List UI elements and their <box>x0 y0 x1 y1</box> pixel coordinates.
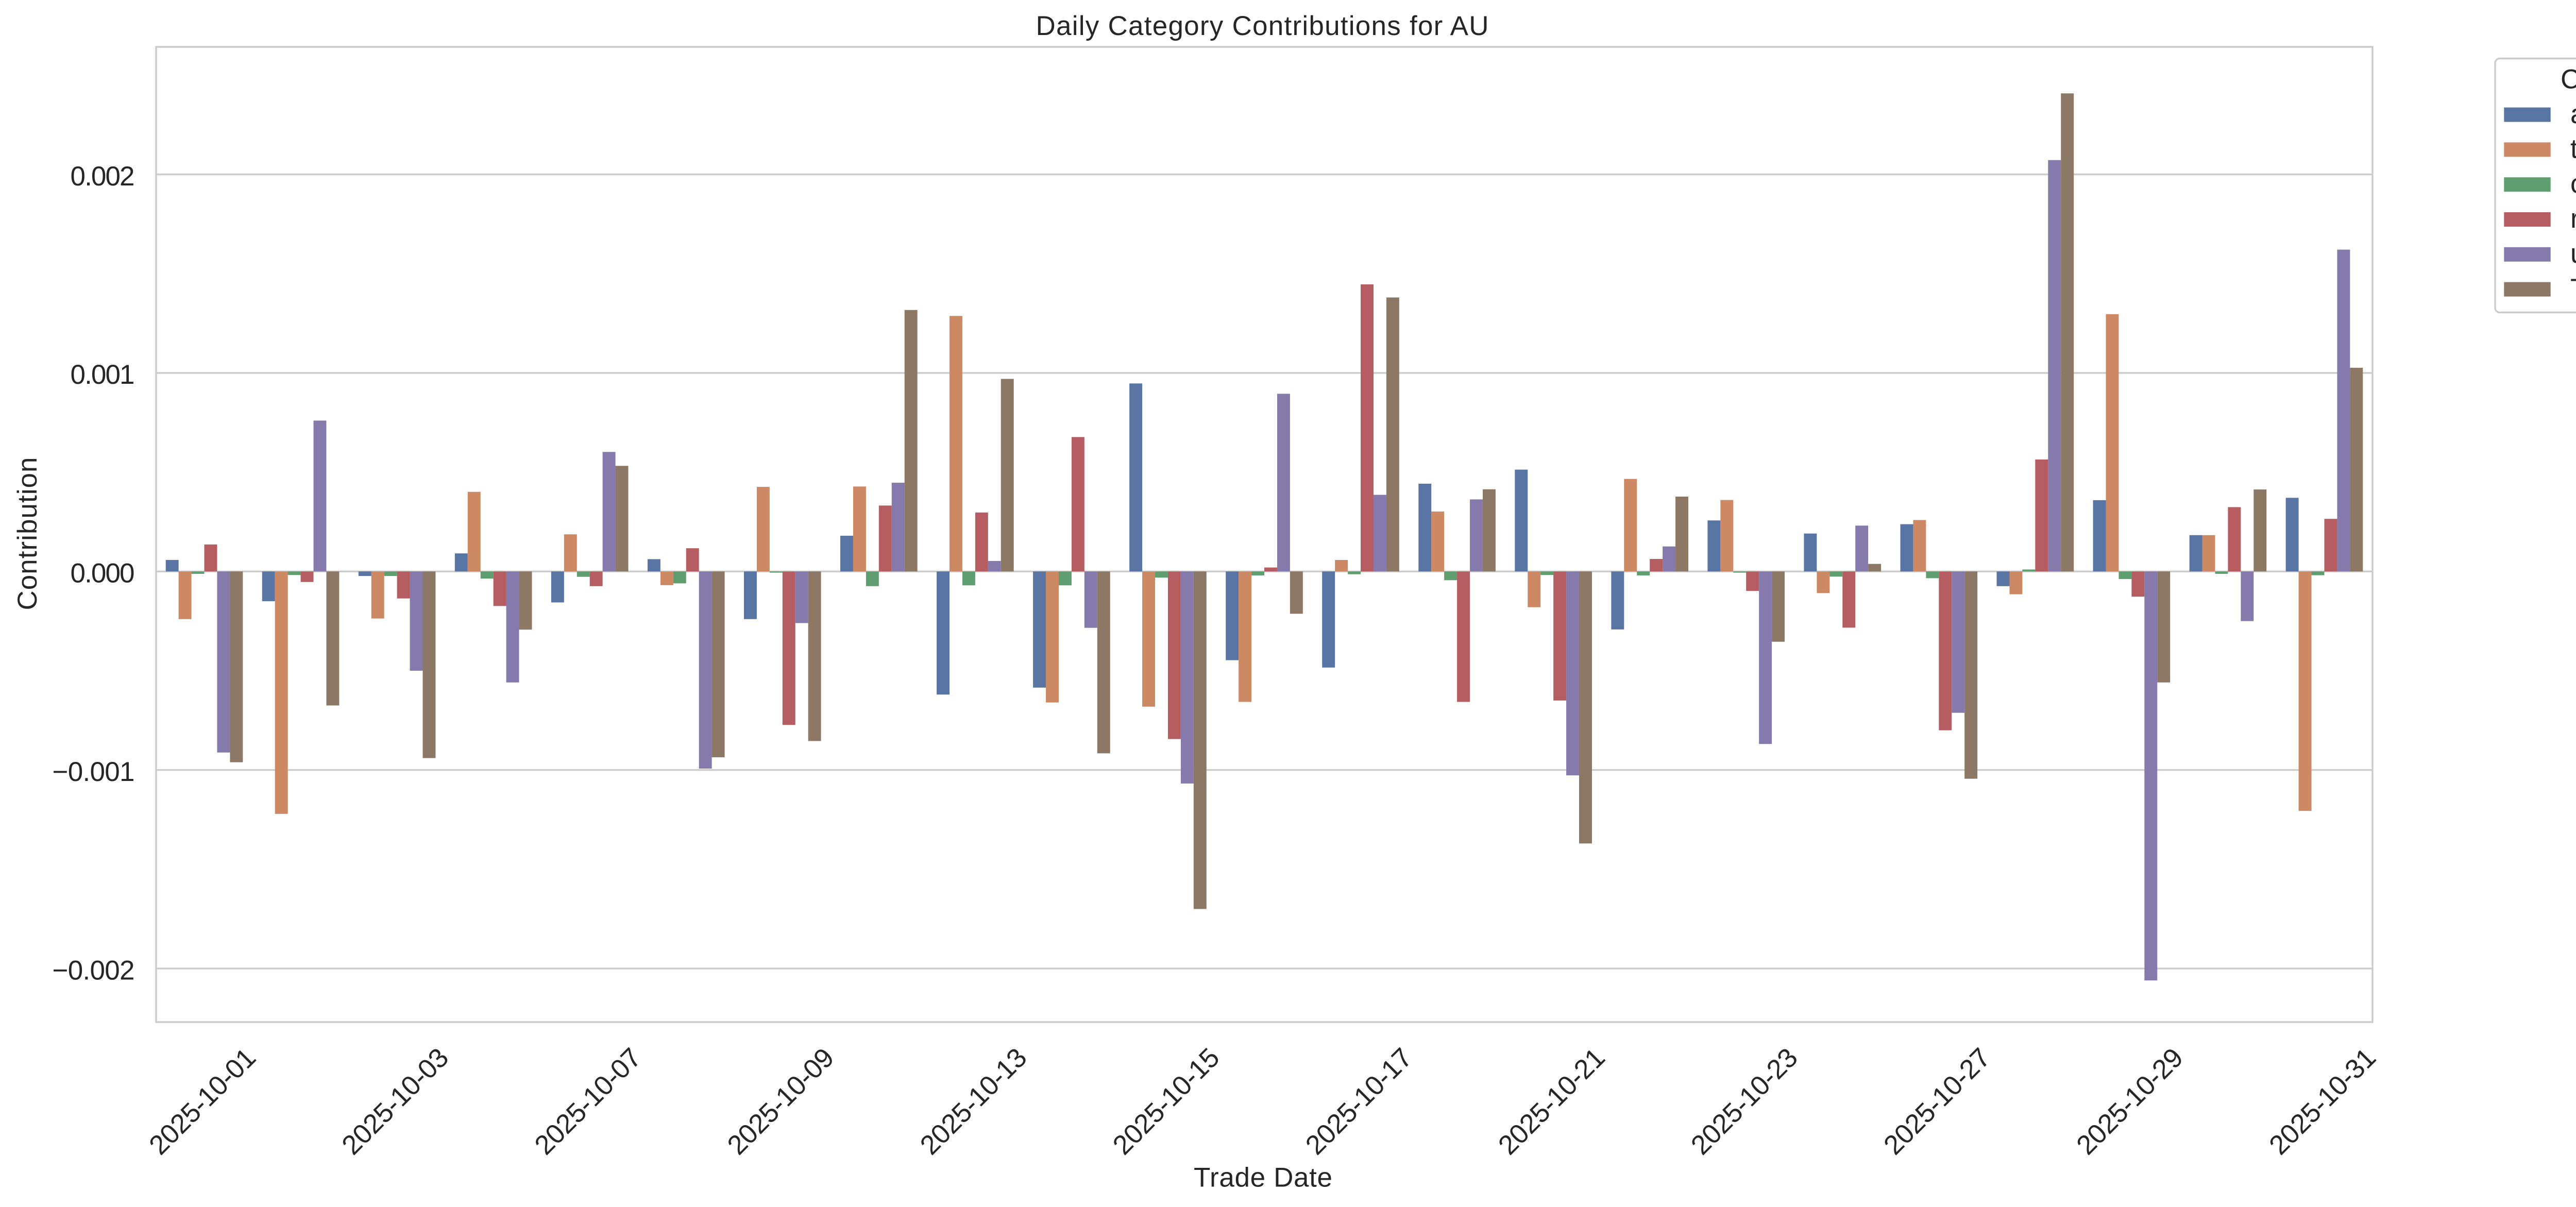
svg-text:unexplained: unexplained <box>2570 239 2576 269</box>
svg-text:Category: Category <box>2561 64 2576 95</box>
svg-text:alpha_total: alpha_total <box>2570 99 2576 129</box>
svg-text:Trade Date: Trade Date <box>1194 1163 1332 1193</box>
svg-text:Daily Category Contributions f: Daily Category Contributions for AU <box>1036 11 1489 41</box>
svg-text:0.001: 0.001 <box>71 360 135 390</box>
svg-text:risk_exposure: risk_exposure <box>2570 203 2576 234</box>
svg-text:−0.001: −0.001 <box>53 757 135 787</box>
svg-text:tilt_total: tilt_total <box>2570 134 2576 164</box>
svg-text:Total: Total <box>2570 274 2576 304</box>
svg-text:Contribution: Contribution <box>12 457 43 610</box>
svg-text:−0.002: −0.002 <box>53 955 135 985</box>
svg-text:cost: cost <box>2570 168 2576 199</box>
svg-text:0.002: 0.002 <box>71 161 135 192</box>
svg-text:0.000: 0.000 <box>71 558 135 589</box>
